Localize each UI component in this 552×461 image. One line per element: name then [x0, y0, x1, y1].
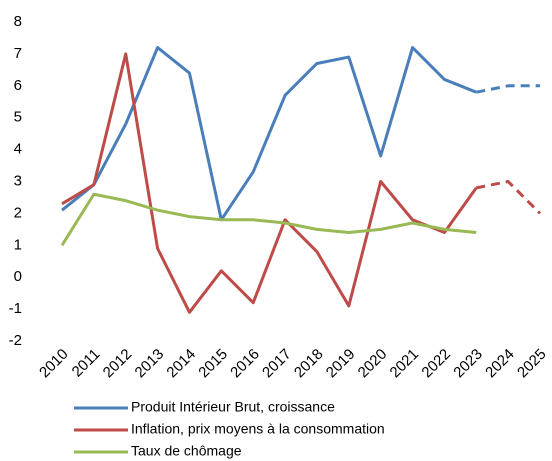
x-tick-label: 2021	[387, 346, 423, 382]
x-tick-label: 2013	[132, 346, 168, 382]
x-tick-label: 2010	[36, 346, 72, 382]
y-tick-label: -1	[9, 300, 22, 317]
x-tick-label: 2023	[450, 346, 486, 382]
x-tick-label: 2011	[69, 346, 104, 381]
series-line	[61, 52, 478, 314]
x-tick-label: 2019	[323, 346, 359, 382]
y-tick-label: 5	[14, 109, 22, 126]
x-tick-label: 2025	[514, 346, 550, 382]
x-tick-label: 2022	[418, 346, 454, 382]
x-tick-label: 2015	[195, 346, 231, 382]
legend-label: Taux de chômage	[131, 443, 242, 459]
y-tick-label: 3	[14, 172, 22, 189]
y-tick-label: -2	[9, 332, 22, 349]
y-tick-label: 6	[14, 77, 22, 94]
legend-label: Produit Intérieur Brut, croissance	[131, 399, 335, 415]
y-tick-label: 0	[14, 268, 22, 285]
legend-label: Inflation, prix moyens à la consommation	[131, 421, 385, 437]
forecast-line	[475, 180, 542, 215]
y-tick-label: 8	[14, 13, 22, 30]
x-tick-label: 2018	[291, 346, 327, 382]
x-tick-label: 2017	[259, 346, 295, 382]
y-tick-label: 1	[14, 236, 22, 253]
x-tick-label: 2016	[227, 346, 263, 382]
y-tick-label: 7	[14, 45, 22, 62]
x-tick-label: 2014	[163, 346, 199, 382]
x-tick-label: 2012	[100, 346, 136, 382]
forecast-line	[475, 84, 540, 94]
y-tick-label: 2	[14, 204, 22, 221]
series-line	[60, 192, 477, 247]
x-tick-label: 2024	[482, 346, 518, 382]
series-line	[61, 46, 477, 222]
y-tick-label: 4	[14, 141, 22, 158]
x-tick-label: 2020	[355, 346, 391, 382]
